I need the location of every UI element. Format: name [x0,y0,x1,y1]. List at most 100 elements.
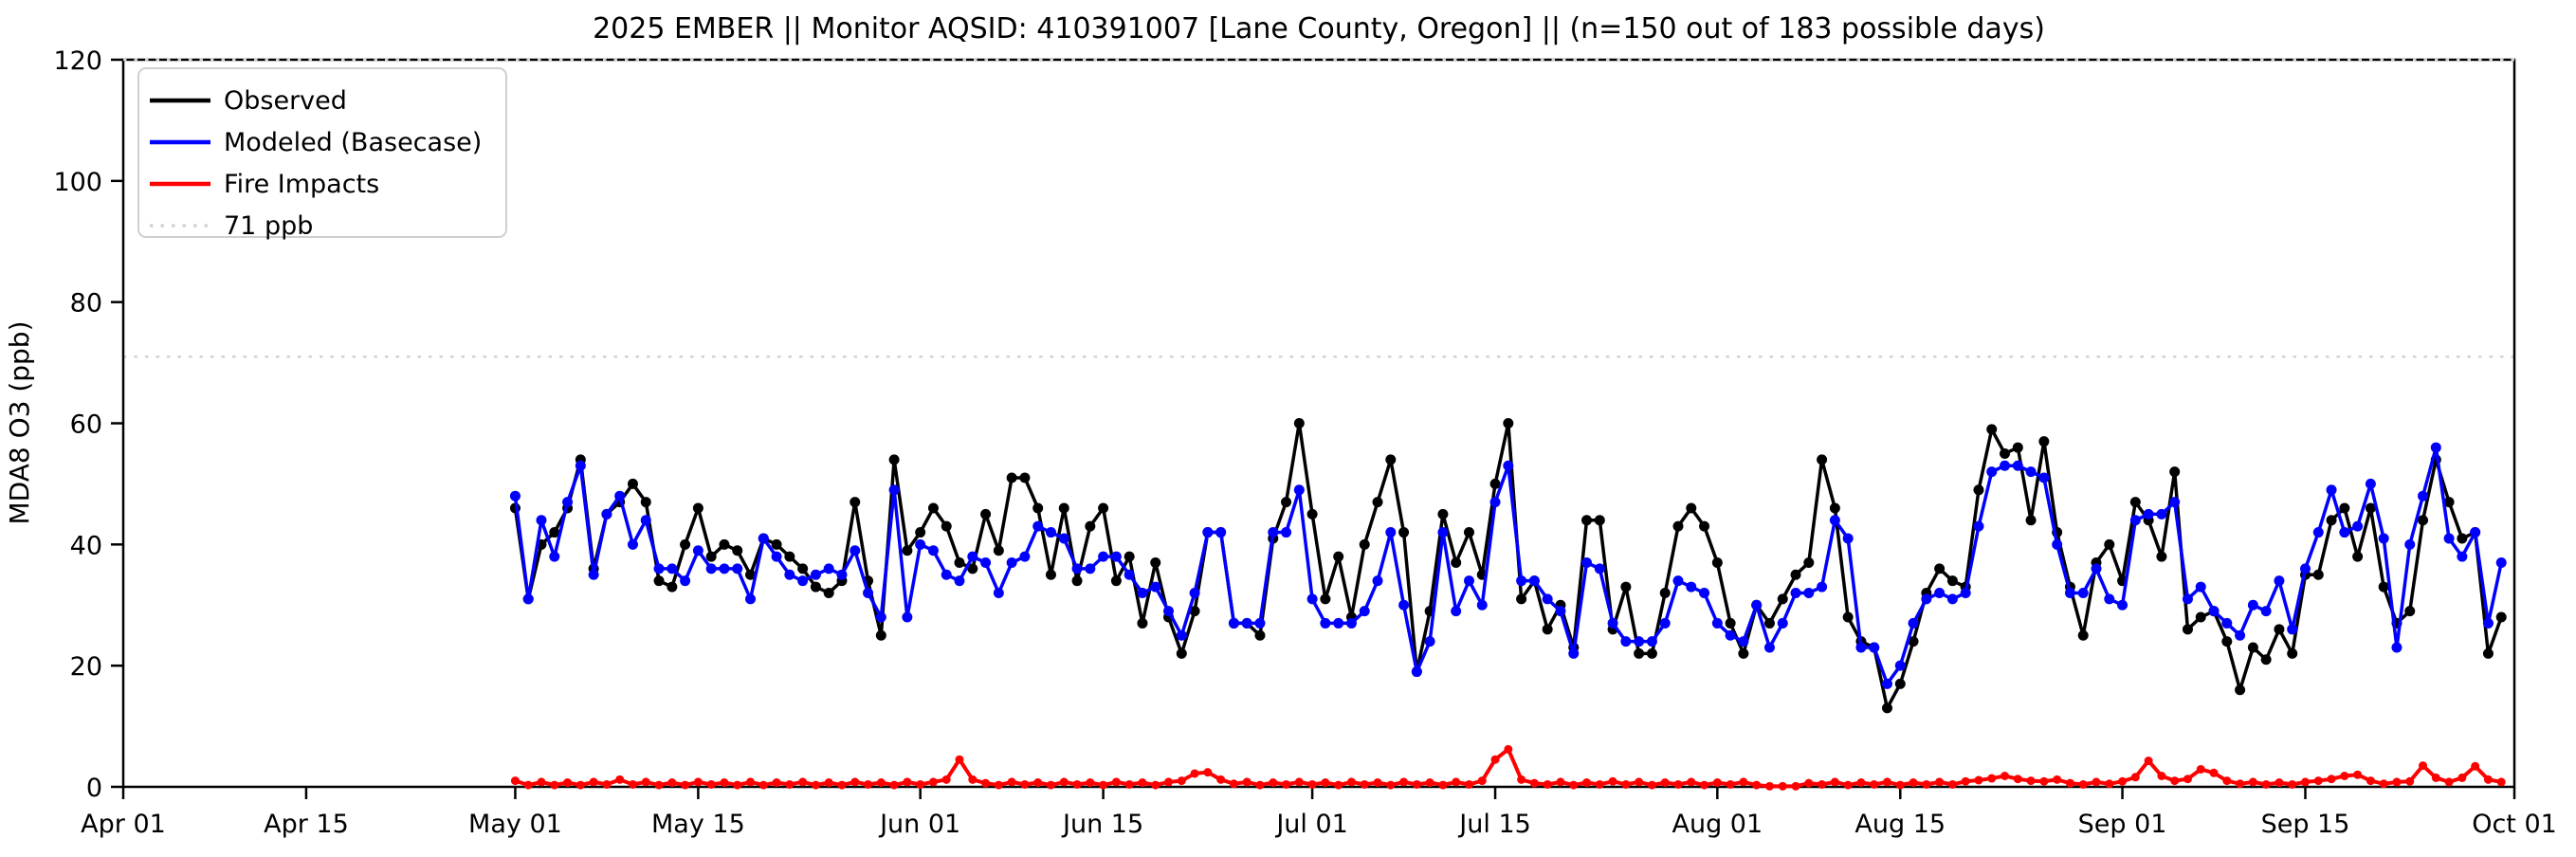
x-tick-label: Apr 15 [264,810,349,839]
data-point [1673,779,1683,789]
data-point [2326,515,2337,526]
data-point [1334,780,1343,790]
data-point [758,533,769,544]
data-point [888,484,900,496]
data-point [1556,777,1565,787]
data-point [2378,581,2389,593]
data-point [1516,593,1527,605]
data-point [667,778,677,788]
data-point [2170,776,2180,786]
x-tick-label: Oct 01 [2472,810,2557,839]
data-point [2405,776,2415,786]
x-tick-label: Aug 15 [1854,810,1946,839]
data-point [2457,773,2467,782]
data-point [1229,779,1238,789]
data-point [2419,761,2428,771]
data-point [2156,508,2167,520]
data-point [1764,781,1774,791]
data-point [1921,593,1932,605]
data-point [719,538,730,550]
data-point [1594,563,1605,574]
data-point [654,780,664,790]
data-point [1189,606,1200,617]
data-point [1517,775,1526,784]
data-point [1007,777,1016,787]
data-point [993,545,1004,556]
x-tick-label: Jun 01 [878,810,960,839]
data-point [1803,557,1815,569]
data-point [705,563,717,574]
data-point [2326,484,2337,496]
data-point [1398,599,1410,611]
data-point [1881,702,1892,714]
data-point [1177,776,1186,786]
data-point [980,557,992,569]
data-point [2365,502,2376,514]
data-point [1855,642,1867,653]
data-point [2118,776,2128,786]
data-point [824,778,833,788]
data-point [1581,515,1593,526]
data-point [1778,781,1787,791]
data-point [641,777,650,787]
data-point [653,575,665,587]
data-point [615,775,625,784]
data-point [2077,587,2089,598]
data-point [864,779,873,789]
data-point [1947,779,1957,789]
data-point [1830,777,1839,787]
data-point [1307,779,1317,789]
data-point [693,777,703,787]
data-point [1687,777,1696,787]
data-point [1659,617,1671,629]
data-point [1163,606,1175,617]
x-tick-label: Jul 01 [1274,810,1348,839]
data-point [2000,460,2011,471]
data-point [1321,778,1330,788]
data-point [1385,527,1397,538]
data-point [510,776,520,786]
data-point [784,551,795,562]
data-point [1528,575,1540,587]
data-point [1620,636,1632,647]
data-point [2092,777,2101,787]
data-point [1110,575,1122,587]
data-point [1869,642,1880,653]
data-point [2312,569,2324,580]
data-point [1424,636,1435,647]
data-point [1293,418,1305,428]
data-point [1699,587,1710,598]
data-point [1908,636,1919,647]
data-point [888,454,900,465]
data-point [1738,636,1749,647]
data-point [2000,447,2011,459]
data-point [627,478,638,489]
data-point [1254,629,1266,641]
data-point [1333,551,1344,562]
data-point [1045,527,1056,538]
data-point [1463,527,1474,538]
data-point [1803,587,1815,598]
data-point [1894,660,1906,671]
data-point [1647,780,1656,790]
data-point [1294,777,1304,787]
data-point [2001,771,2010,780]
data-point [875,629,886,641]
data-point [1818,779,1827,789]
legend: Observed Modeled (Basecase) Fire Impacts… [137,67,507,241]
data-point [2366,776,2375,786]
data-point [509,490,521,501]
x-tick-label: May 15 [651,810,745,839]
data-point [1543,779,1552,789]
data-point [1777,593,1788,605]
data-point [2247,642,2258,653]
data-point [1974,775,1983,785]
data-point [1634,647,1645,659]
data-point [1032,520,1044,532]
fire-impacts-series [510,744,2506,791]
data-point [1019,551,1031,562]
data-point [667,563,678,574]
data-point [1699,520,1710,532]
data-point [927,502,939,514]
